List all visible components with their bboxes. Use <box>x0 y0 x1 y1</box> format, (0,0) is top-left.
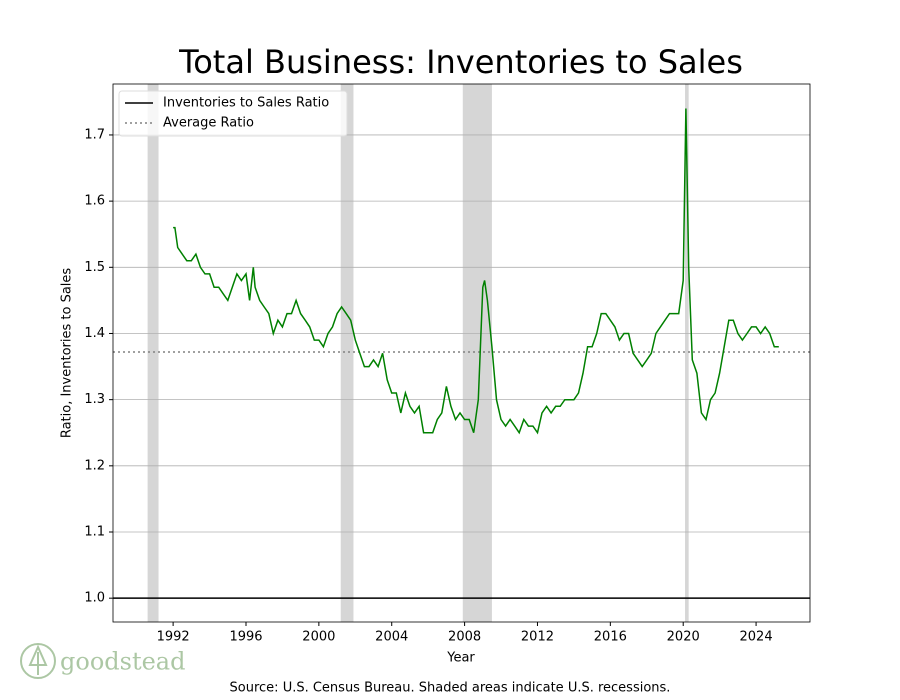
chart-title: Total Business: Inventories to Sales <box>178 43 743 81</box>
legend-label: Inventories to Sales Ratio <box>163 96 329 111</box>
recession-band <box>685 84 689 622</box>
legend-box <box>118 90 348 137</box>
plot-frame <box>112 83 811 623</box>
x-tick-label: 2008 <box>448 630 481 645</box>
legend: Inventories to Sales Ratio Average Ratio <box>118 90 348 137</box>
source-note: Source: U.S. Census Bureau. Shaded areas… <box>230 681 671 696</box>
x-tick-label: 1992 <box>157 630 190 645</box>
y-tick-label: 1.7 <box>84 127 105 142</box>
x-tick-label: 2020 <box>667 630 700 645</box>
logo: goodstead <box>20 643 185 679</box>
y-axis-label: Ratio, Inventories to Sales <box>60 268 75 439</box>
x-tick-label: 2000 <box>302 630 335 645</box>
legend-label: Average Ratio <box>163 116 254 131</box>
y-tick-label: 1.3 <box>84 392 105 407</box>
recession-band <box>147 84 159 622</box>
x-tick-label: 2004 <box>375 630 408 645</box>
x-tick-label: 1996 <box>229 630 262 645</box>
data-line <box>173 108 779 435</box>
y-tick-label: 1.5 <box>84 260 105 275</box>
y-tick-label: 1.4 <box>84 326 105 341</box>
x-tick-label: 2012 <box>521 630 554 645</box>
y-tick-label: 1.2 <box>84 458 105 473</box>
y-tick-label: 1.1 <box>84 525 105 540</box>
recession-band <box>340 84 354 622</box>
x-tick-label: 2024 <box>740 630 773 645</box>
logo-text: goodstead <box>60 648 185 676</box>
x-axis-label: Year <box>446 651 475 666</box>
y-tick-label: 1.6 <box>84 194 105 209</box>
x-tick-label: 2016 <box>594 630 627 645</box>
recession-band <box>462 84 492 622</box>
y-tick-label: 1.0 <box>84 591 105 606</box>
